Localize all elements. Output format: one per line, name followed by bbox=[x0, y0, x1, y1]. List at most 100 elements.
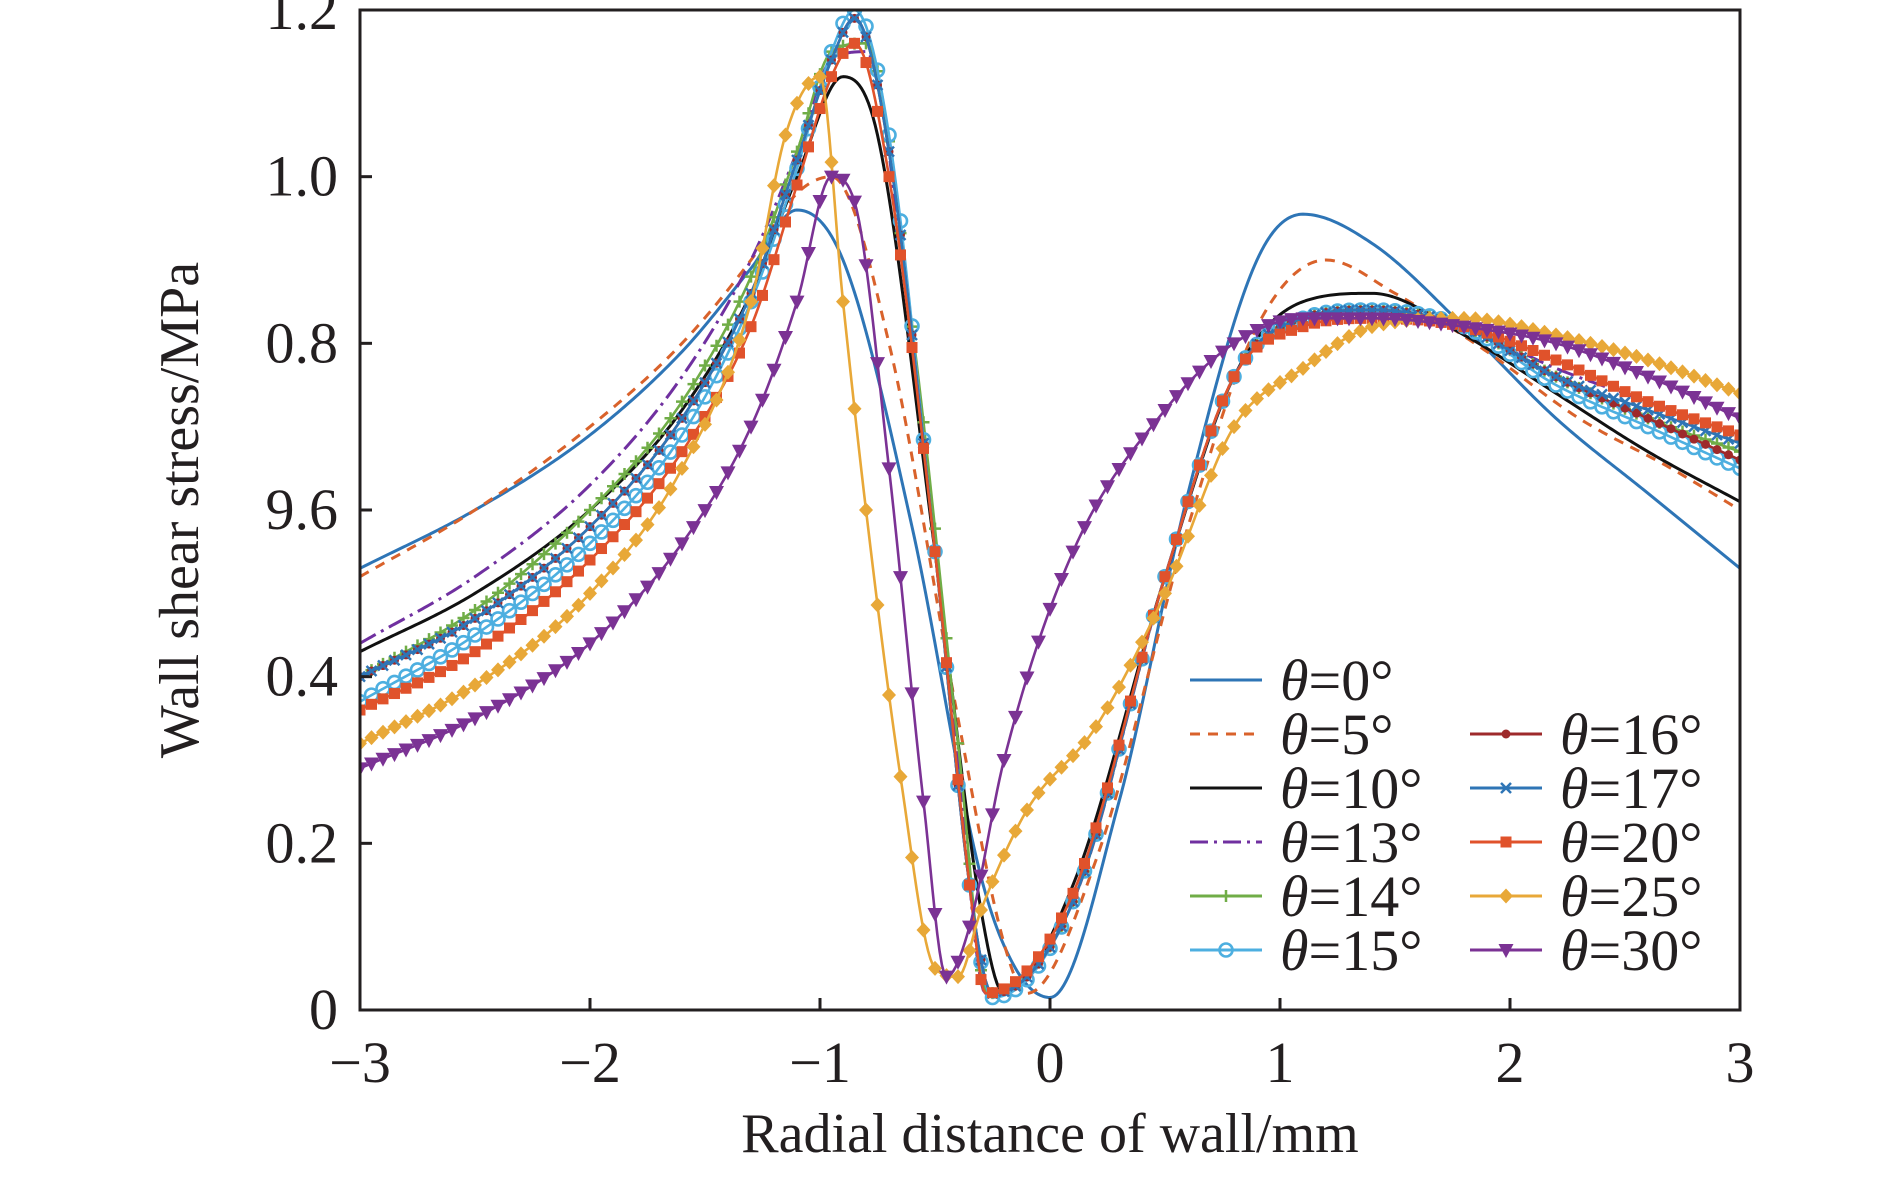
series-11-marker bbox=[1226, 337, 1242, 352]
legend-item-1: θ=0° bbox=[1190, 648, 1393, 713]
series-11-marker bbox=[1732, 412, 1740, 427]
x-tick-label: −1 bbox=[789, 1030, 851, 1095]
series-10-marker bbox=[698, 416, 712, 432]
series-layer bbox=[360, 10, 1740, 1006]
series-10-marker bbox=[537, 628, 551, 644]
series-9-marker bbox=[814, 103, 826, 115]
series-10-marker bbox=[594, 573, 609, 589]
series-5-marker bbox=[710, 339, 723, 352]
series-10-marker bbox=[1077, 735, 1092, 751]
series-11-marker bbox=[835, 173, 851, 188]
series-11-marker bbox=[1399, 313, 1414, 328]
series-11-marker bbox=[1721, 407, 1736, 422]
series-11-marker bbox=[732, 444, 747, 459]
series-9-marker bbox=[1585, 369, 1596, 381]
series-11-marker bbox=[433, 729, 448, 744]
series-7 bbox=[360, 13, 1740, 998]
series-7-marker bbox=[1655, 419, 1664, 429]
legend: θ=0°θ=5°θ=10°θ=13°θ=14°θ=15°θ=16°θ=17°θ=… bbox=[1190, 648, 1702, 983]
series-6-marker bbox=[513, 594, 529, 611]
series-5-marker bbox=[515, 568, 527, 581]
series-9-marker bbox=[872, 105, 883, 117]
series-6-marker bbox=[869, 62, 886, 78]
series-10-marker bbox=[410, 708, 425, 724]
series-11-marker bbox=[559, 655, 575, 670]
series-9-marker bbox=[538, 595, 550, 607]
series-10-marker bbox=[571, 597, 586, 613]
series-8-marker bbox=[733, 313, 746, 325]
series-8-marker bbox=[1630, 400, 1643, 412]
series-9-marker bbox=[481, 638, 492, 650]
series-9-marker bbox=[412, 677, 423, 689]
series-9-marker bbox=[377, 693, 389, 705]
series-8-marker bbox=[561, 542, 573, 555]
series-11-marker bbox=[398, 743, 414, 758]
series-6-line bbox=[360, 10, 1740, 999]
series-4-line bbox=[360, 50, 1740, 995]
series-11-marker bbox=[364, 757, 379, 772]
series-10-marker bbox=[1595, 338, 1609, 354]
series-9-marker bbox=[941, 657, 952, 669]
series-11-marker bbox=[1583, 348, 1598, 363]
series-8-marker bbox=[388, 654, 401, 667]
series-11-marker bbox=[927, 907, 943, 922]
series-10-marker bbox=[1606, 342, 1621, 358]
series-9-marker bbox=[1044, 933, 1056, 945]
series-10-marker bbox=[376, 724, 390, 740]
series-9-marker bbox=[1631, 391, 1642, 403]
x-tick-label: 2 bbox=[1496, 1030, 1525, 1095]
series-10-marker bbox=[468, 677, 482, 693]
series-10-marker bbox=[813, 69, 827, 85]
series-9-marker bbox=[964, 879, 975, 891]
series-9-marker bbox=[998, 983, 1010, 995]
series-10-marker bbox=[1698, 372, 1713, 388]
series-10-marker bbox=[709, 392, 724, 408]
legend-label: θ=25° bbox=[1560, 864, 1702, 929]
series-10-marker bbox=[686, 439, 701, 455]
series-11-marker bbox=[755, 393, 770, 408]
y-tick-label: 0.4 bbox=[266, 644, 339, 709]
series-10-marker bbox=[1733, 385, 1740, 401]
legend-item-4: θ=13° bbox=[1190, 810, 1422, 875]
series-8-marker bbox=[906, 329, 918, 341]
series-11-marker bbox=[1525, 331, 1541, 346]
series-10-marker bbox=[893, 769, 908, 785]
plot-frame bbox=[358, 8, 1742, 1012]
series-10-marker bbox=[617, 547, 632, 563]
series-10-marker bbox=[905, 850, 919, 866]
series-9-marker bbox=[987, 987, 998, 999]
series-11-marker bbox=[720, 466, 736, 481]
series-10-marker bbox=[1330, 336, 1345, 352]
series-9-marker bbox=[527, 605, 538, 617]
series-10-marker bbox=[1169, 558, 1184, 574]
series-8-marker bbox=[630, 472, 642, 485]
series-9-marker bbox=[607, 531, 619, 543]
series-5-marker bbox=[653, 427, 665, 440]
series-11-marker bbox=[1537, 334, 1552, 349]
series-8-marker bbox=[687, 395, 700, 407]
series-8-marker bbox=[526, 571, 539, 584]
series-11-marker bbox=[996, 754, 1012, 768]
series-8-marker bbox=[1584, 384, 1597, 397]
legend-5-marker bbox=[1220, 890, 1232, 902]
series-8-marker bbox=[1538, 365, 1551, 377]
series-9-marker bbox=[734, 347, 745, 359]
series-9-marker bbox=[458, 653, 469, 665]
series-10-marker bbox=[916, 922, 931, 938]
series-11-marker bbox=[1318, 312, 1334, 327]
series-7-marker bbox=[1643, 413, 1653, 423]
series-11-marker bbox=[1698, 396, 1713, 411]
series-10-marker bbox=[1227, 419, 1241, 435]
series-9-marker bbox=[918, 442, 929, 454]
legend-6-marker bbox=[1218, 942, 1234, 958]
series-11-marker bbox=[1031, 635, 1046, 650]
series-10-marker bbox=[732, 332, 747, 348]
series-8 bbox=[360, 12, 1740, 1000]
series-5-marker bbox=[664, 412, 677, 425]
series-10-marker bbox=[675, 460, 689, 476]
series-10-marker bbox=[445, 691, 459, 707]
series-11-marker bbox=[904, 687, 920, 702]
series-8-marker bbox=[503, 588, 516, 601]
series-11-marker bbox=[1640, 370, 1656, 385]
series-9-marker bbox=[791, 179, 803, 191]
